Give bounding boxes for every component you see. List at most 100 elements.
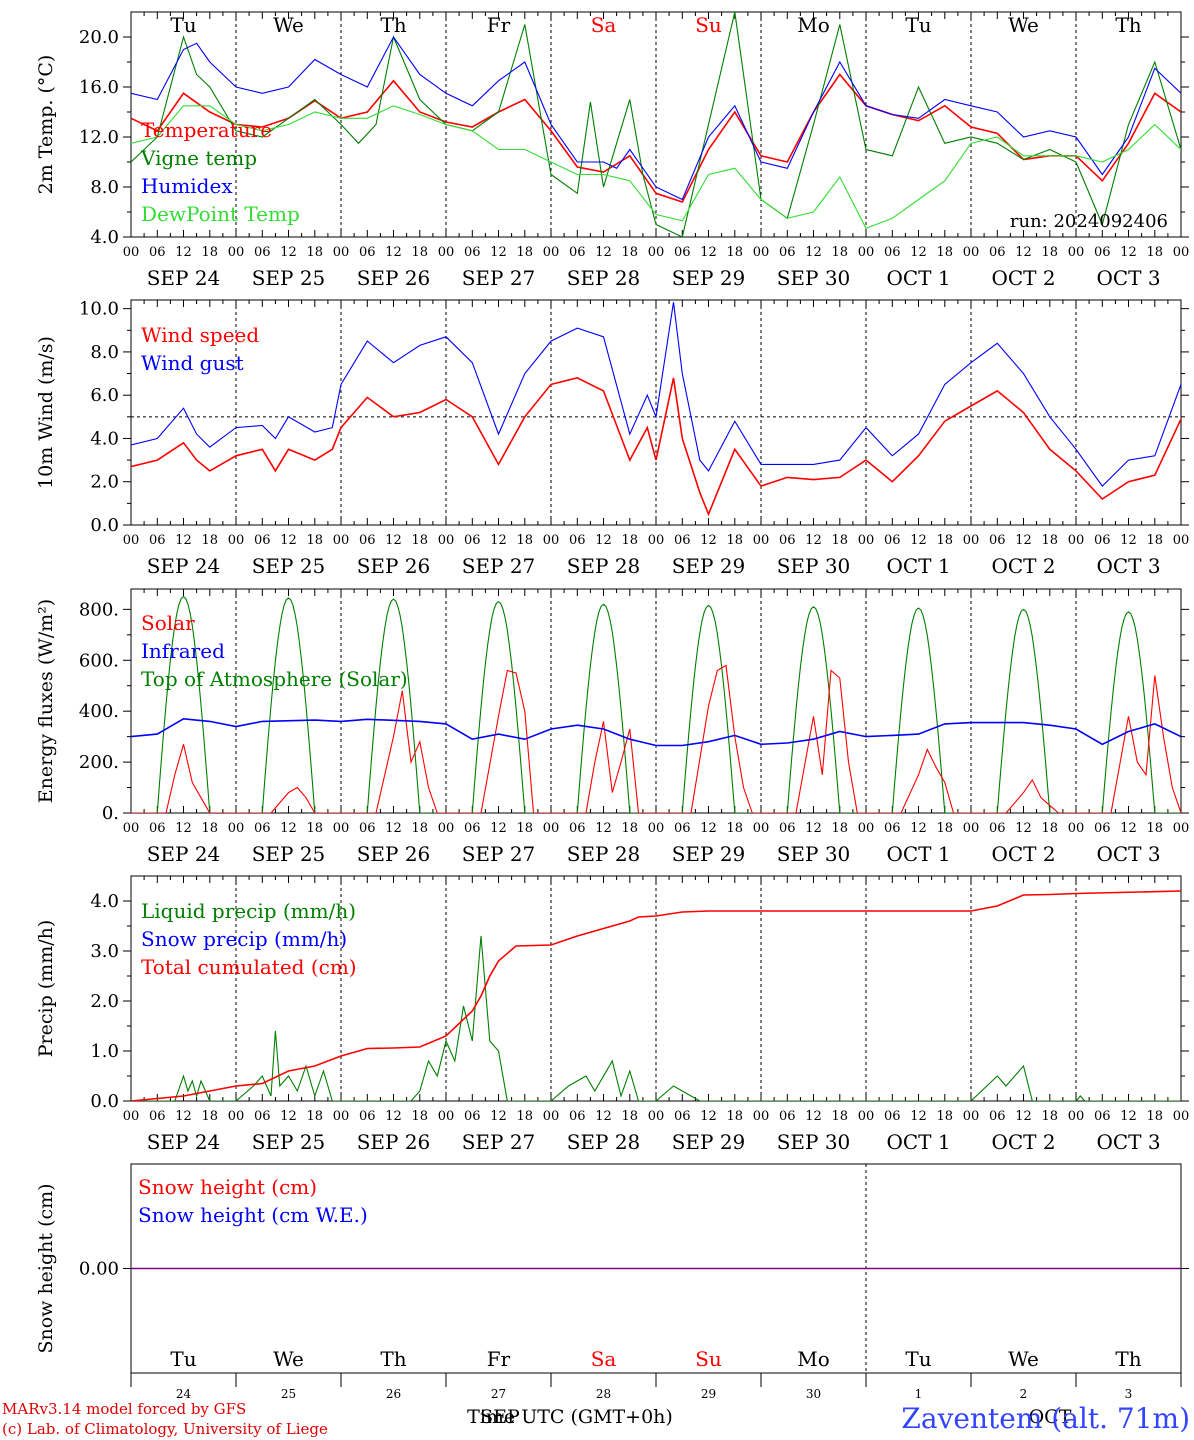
date-label: OCT 1 <box>886 266 950 290</box>
panel-3-x-ticks <box>130 589 1182 813</box>
hour-label: 06 <box>464 533 481 548</box>
text-layer: 4.08.012.016.020.02m Temp. (°C)00 06 12 18S… <box>35 13 1189 1401</box>
hour-label: 00 <box>1068 821 1085 836</box>
date-label: SEP 27 <box>462 266 536 290</box>
hour-label: 18 <box>621 821 638 836</box>
hour-label: 18 <box>1146 245 1163 260</box>
hour-label: 06 <box>1094 821 1111 836</box>
hour-label: 18 <box>411 821 428 836</box>
hour-label: 12 <box>280 245 297 260</box>
y-tick-label: 0.00 <box>79 1259 119 1280</box>
series-solar <box>131 664 1181 813</box>
hour-label: 06 <box>464 1109 481 1124</box>
hour-label: 00 <box>543 1109 560 1124</box>
date-label: SEP 30 <box>777 266 851 290</box>
date-label: SEP 26 <box>357 554 431 578</box>
date-label: OCT 1 <box>886 842 950 866</box>
panel-3-frame <box>130 588 1182 814</box>
hour-label: 12 <box>175 533 192 548</box>
y-tick-label: 0.0 <box>90 515 119 536</box>
hour-label: 18 <box>201 821 218 836</box>
y-tick-label: 200. <box>79 752 119 773</box>
y-axis-label: 10m Wind (m/s) <box>35 336 57 489</box>
day-name-bottom: Sa <box>591 1347 617 1371</box>
hour-label: 00 <box>333 1109 350 1124</box>
panel-4-x-ticks <box>130 876 1182 1101</box>
month-label-sep: SEP <box>480 1406 520 1428</box>
bottom-day-ticks <box>130 1373 1182 1387</box>
hour-label: 00 <box>438 533 455 548</box>
hour-label: 12 <box>175 821 192 836</box>
hour-label: 12 <box>1120 1109 1137 1124</box>
hour-label: 18 <box>1041 533 1058 548</box>
hour-label: 18 <box>936 533 953 548</box>
series-liquid-precip-mm-h- <box>131 935 1181 1101</box>
hour-label: 18 <box>621 1109 638 1124</box>
hour-label: 00 <box>543 533 560 548</box>
date-label: SEP 27 <box>462 1130 536 1154</box>
y-tick-label: 8.0 <box>90 177 119 198</box>
date-label: SEP 28 <box>567 1130 641 1154</box>
hour-label: 06 <box>989 533 1006 548</box>
hour-label: 18 <box>306 245 323 260</box>
hour-label: 00 <box>543 245 560 260</box>
hour-label: 18 <box>1041 1109 1058 1124</box>
hour-label: 18 <box>1041 245 1058 260</box>
series-vigne-temp <box>131 12 1181 237</box>
date-label: SEP 24 <box>147 1130 221 1154</box>
y-axis-label: 2m Temp. (°C) <box>35 55 57 195</box>
legend-entry: Infrared <box>141 639 225 663</box>
y-tick-label: 1.0 <box>90 1041 119 1062</box>
day-number: 26 <box>386 1387 401 1401</box>
hour-label: 00 <box>963 1109 980 1124</box>
hour-label: 12 <box>280 1109 297 1124</box>
date-label: SEP 28 <box>567 266 641 290</box>
legend-entry: Snow height (cm W.E.) <box>138 1203 368 1227</box>
hour-label: 18 <box>306 821 323 836</box>
y-tick-label: 20.0 <box>79 27 119 48</box>
hour-label: 18 <box>726 1109 743 1124</box>
legend-entry: DewPoint Temp <box>141 202 300 226</box>
date-label: SEP 24 <box>147 842 221 866</box>
date-label: OCT 3 <box>1096 842 1160 866</box>
y-tick-label: 3.0 <box>90 941 119 962</box>
hour-label: 12 <box>175 245 192 260</box>
hour-label: 12 <box>175 1109 192 1124</box>
hour-label: 00 <box>228 245 245 260</box>
hour-label: 12 <box>805 1109 822 1124</box>
legend-entry: Liquid precip (mm/h) <box>141 899 356 923</box>
legend-entry: Temperature <box>141 118 272 142</box>
hour-label: 00 <box>1173 533 1190 548</box>
hour-label: 00 <box>753 533 770 548</box>
day-number: 1 <box>915 1387 923 1401</box>
hour-label: 12 <box>1120 821 1137 836</box>
hour-label: 06 <box>674 821 691 836</box>
day-name-top: We <box>1008 13 1039 37</box>
hour-label: 00 <box>228 821 245 836</box>
hour-label: 00 <box>543 821 560 836</box>
hour-label: 00 <box>648 1109 665 1124</box>
date-label: SEP 25 <box>252 1130 326 1154</box>
hour-label: 12 <box>805 821 822 836</box>
hour-label: 12 <box>490 245 507 260</box>
hour-label: 00 <box>963 533 980 548</box>
day-name-bottom: Th <box>1115 1347 1141 1371</box>
series-total-cumulated-cm- <box>131 890 1181 1101</box>
hour-label: 18 <box>726 821 743 836</box>
date-label: SEP 28 <box>567 554 641 578</box>
day-name-bottom: Fr <box>487 1347 511 1371</box>
hour-label: 18 <box>831 1109 848 1124</box>
hour-label: 18 <box>831 533 848 548</box>
legend-entry: Wind speed <box>141 323 259 347</box>
hour-label: 06 <box>569 533 586 548</box>
hour-label: 18 <box>306 1109 323 1124</box>
hour-label: 12 <box>1015 533 1032 548</box>
y-tick-label: 4.0 <box>90 428 119 449</box>
hour-label: 06 <box>1094 245 1111 260</box>
y-axis-label: Precip (mm/h) <box>35 920 57 1058</box>
y-axis-label: Energy fluxes (W/m²) <box>35 599 57 803</box>
hour-label: 12 <box>385 1109 402 1124</box>
hour-label: 00 <box>648 245 665 260</box>
hour-label: 00 <box>123 245 140 260</box>
y-tick-label: 10.0 <box>79 299 119 320</box>
